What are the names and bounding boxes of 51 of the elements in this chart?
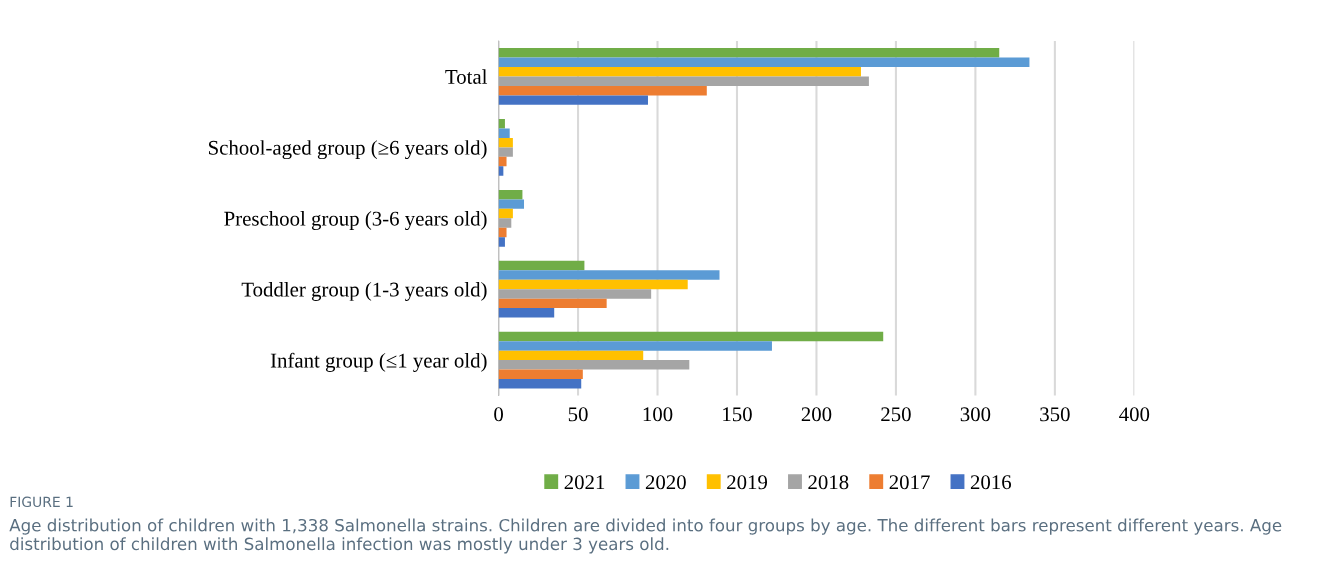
- bar: [498, 350, 644, 361]
- legend-label: 2016: [970, 475, 1012, 490]
- bar: [498, 308, 555, 318]
- x-tick-label: 0: [494, 407, 503, 422]
- bar: [498, 289, 652, 299]
- y-tick-label: Preschool group (3-6 years old): [224, 211, 487, 231]
- x-tick-label: 150: [723, 407, 752, 422]
- bar: [498, 360, 690, 370]
- bar: [498, 279, 688, 290]
- bar: [498, 95, 648, 105]
- x-tick-label: 100: [643, 407, 673, 422]
- bar: [498, 119, 505, 129]
- legend-label: 2019: [727, 475, 768, 490]
- y-tick-label: Infant group (≤1 year old): [270, 352, 487, 372]
- bar: [498, 341, 772, 351]
- bar: [498, 298, 607, 309]
- bar: [498, 270, 720, 280]
- bar: [498, 128, 510, 138]
- bar: [498, 227, 507, 238]
- y-tick-label: Total: [445, 69, 488, 84]
- y-tick-label: Toddler group (1-3 years old): [241, 281, 487, 301]
- legend-label: 2021: [564, 475, 605, 490]
- x-tick-label: 200: [801, 407, 832, 422]
- text: Age distribution of children with 1,338 Salmonella strains. Children are divided into four groups by age. The different bars represent different years. Age distribution of children with Salmonella infection was mostly under 3 years old.: [9, 518, 1282, 554]
- bar: [498, 85, 707, 96]
- x-tick-label: 300: [960, 407, 991, 422]
- bar: [498, 76, 869, 86]
- bar: [498, 237, 505, 247]
- bar: [498, 137, 513, 148]
- bar: [498, 218, 512, 228]
- bar: [498, 260, 585, 271]
- bar: [498, 48, 1000, 58]
- text: FIGURE 1: [10, 496, 73, 508]
- x-tick-label: 50: [568, 407, 588, 422]
- bar: [498, 369, 583, 380]
- legend-label: 2017: [889, 475, 930, 490]
- bar: [498, 189, 523, 200]
- bar: [498, 208, 513, 219]
- bar: [498, 379, 582, 389]
- y-tick-label: School-aged group (≥6 years old): [208, 140, 487, 160]
- bar: [498, 67, 861, 77]
- bar: [498, 57, 1030, 68]
- bar: [498, 156, 507, 167]
- bar: [498, 147, 513, 157]
- x-tick-label: 350: [1040, 407, 1070, 422]
- legend-label: 2020: [645, 475, 686, 490]
- bar: [498, 199, 525, 209]
- x-tick-label: 250: [881, 407, 911, 422]
- bar: [498, 331, 884, 342]
- x-tick-label: 400: [1119, 407, 1150, 422]
- legend-label: 2018: [808, 475, 849, 490]
